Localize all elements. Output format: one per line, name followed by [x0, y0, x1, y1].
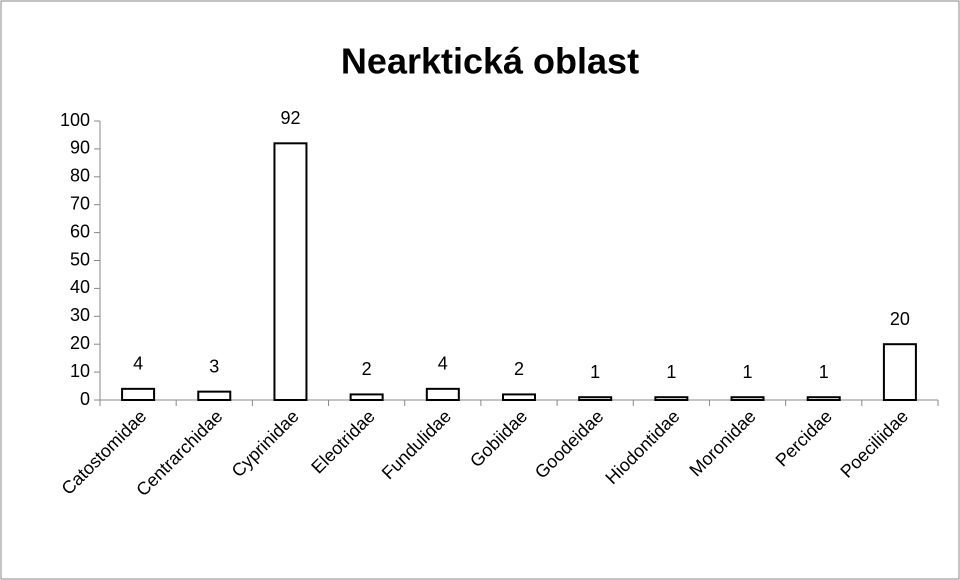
y-tick-label: 20	[70, 333, 90, 353]
y-tick-label: 40	[70, 277, 90, 297]
bar	[273, 142, 308, 401]
data-label: 92	[280, 108, 300, 128]
bar	[806, 396, 841, 401]
data-label: 1	[666, 362, 676, 382]
data-label: 4	[133, 354, 143, 374]
y-tick-label: 90	[70, 138, 90, 158]
bar	[121, 387, 156, 401]
y-tick-label: 30	[70, 305, 90, 325]
bar	[578, 396, 613, 401]
bar	[502, 393, 536, 402]
y-tick-label: 50	[70, 249, 90, 269]
y-tick-label: 100	[60, 110, 90, 130]
bar	[882, 343, 917, 402]
data-label: 20	[890, 309, 910, 329]
y-tick-label: 70	[70, 193, 90, 213]
y-tick-label: 10	[70, 361, 90, 381]
y-tick-label: 60	[70, 221, 90, 241]
data-label: 4	[438, 354, 448, 374]
data-label: 1	[743, 362, 753, 382]
data-label: 2	[514, 359, 524, 379]
bar	[425, 387, 460, 401]
data-label: 2	[362, 359, 372, 379]
bar	[730, 396, 765, 401]
bar	[349, 393, 384, 402]
data-label: 3	[209, 356, 219, 376]
bar	[654, 396, 689, 401]
bar	[197, 390, 232, 402]
y-tick-label: 0	[80, 389, 90, 409]
data-label: 1	[590, 362, 600, 382]
data-label: 1	[819, 362, 829, 382]
chart-title: Nearktická oblast	[341, 41, 639, 82]
y-tick-label: 80	[70, 166, 90, 186]
